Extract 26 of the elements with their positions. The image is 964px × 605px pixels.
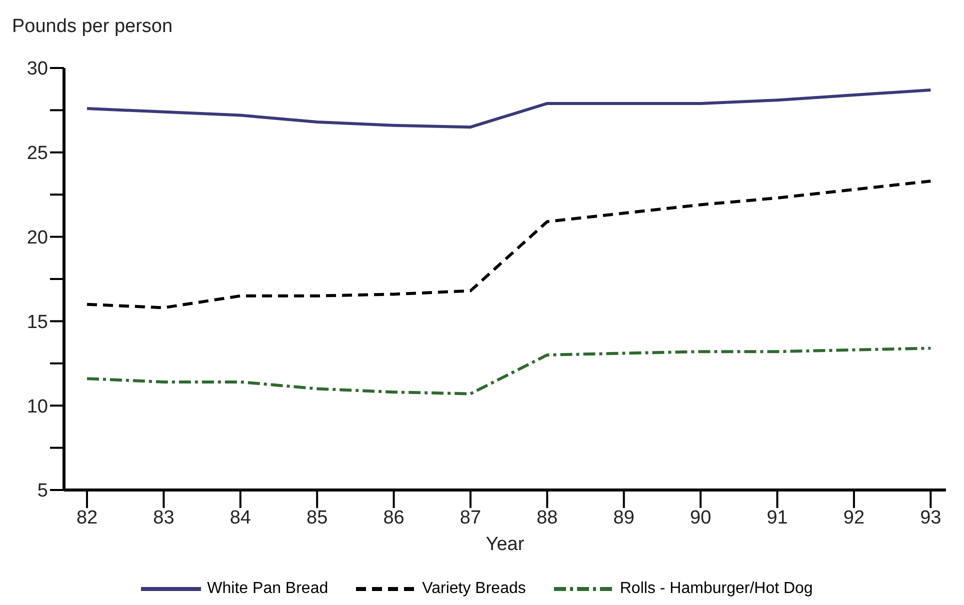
x-tick-label: 85 <box>306 507 328 528</box>
x-tick-label: 89 <box>613 507 634 528</box>
y-tick-label: 15 <box>26 312 48 333</box>
x-tick-label: 88 <box>536 507 558 528</box>
x-tick-label: 82 <box>76 507 98 528</box>
y-tick-label: 20 <box>26 228 48 249</box>
y-tick-label: 25 <box>26 143 48 164</box>
legend-label: Variety Breads <box>422 580 526 598</box>
x-tick-label: 83 <box>153 507 174 528</box>
line-series <box>86 180 932 310</box>
y-tick-label: 30 <box>26 58 48 80</box>
x-tick-label: 93 <box>920 507 942 528</box>
x-tick-label: 87 <box>460 507 482 528</box>
line-series <box>86 346 932 396</box>
y-tick-label: 10 <box>26 396 48 418</box>
x-tick-label: 91 <box>766 507 788 528</box>
y-tick-label: 5 <box>37 480 48 502</box>
line-series <box>86 88 932 129</box>
legend-label: White Pan Bread <box>207 580 328 598</box>
x-tick-label: 90 <box>690 507 712 528</box>
legend-label: Rolls - Hamburger/Hot Dog <box>620 580 813 598</box>
x-tick-label: 84 <box>230 507 252 528</box>
x-tick-label: 92 <box>843 507 865 528</box>
x-axis-title: Year <box>486 534 525 555</box>
x-tick-label: 86 <box>383 507 404 528</box>
y-axis-title: Pounds per person <box>12 16 173 38</box>
